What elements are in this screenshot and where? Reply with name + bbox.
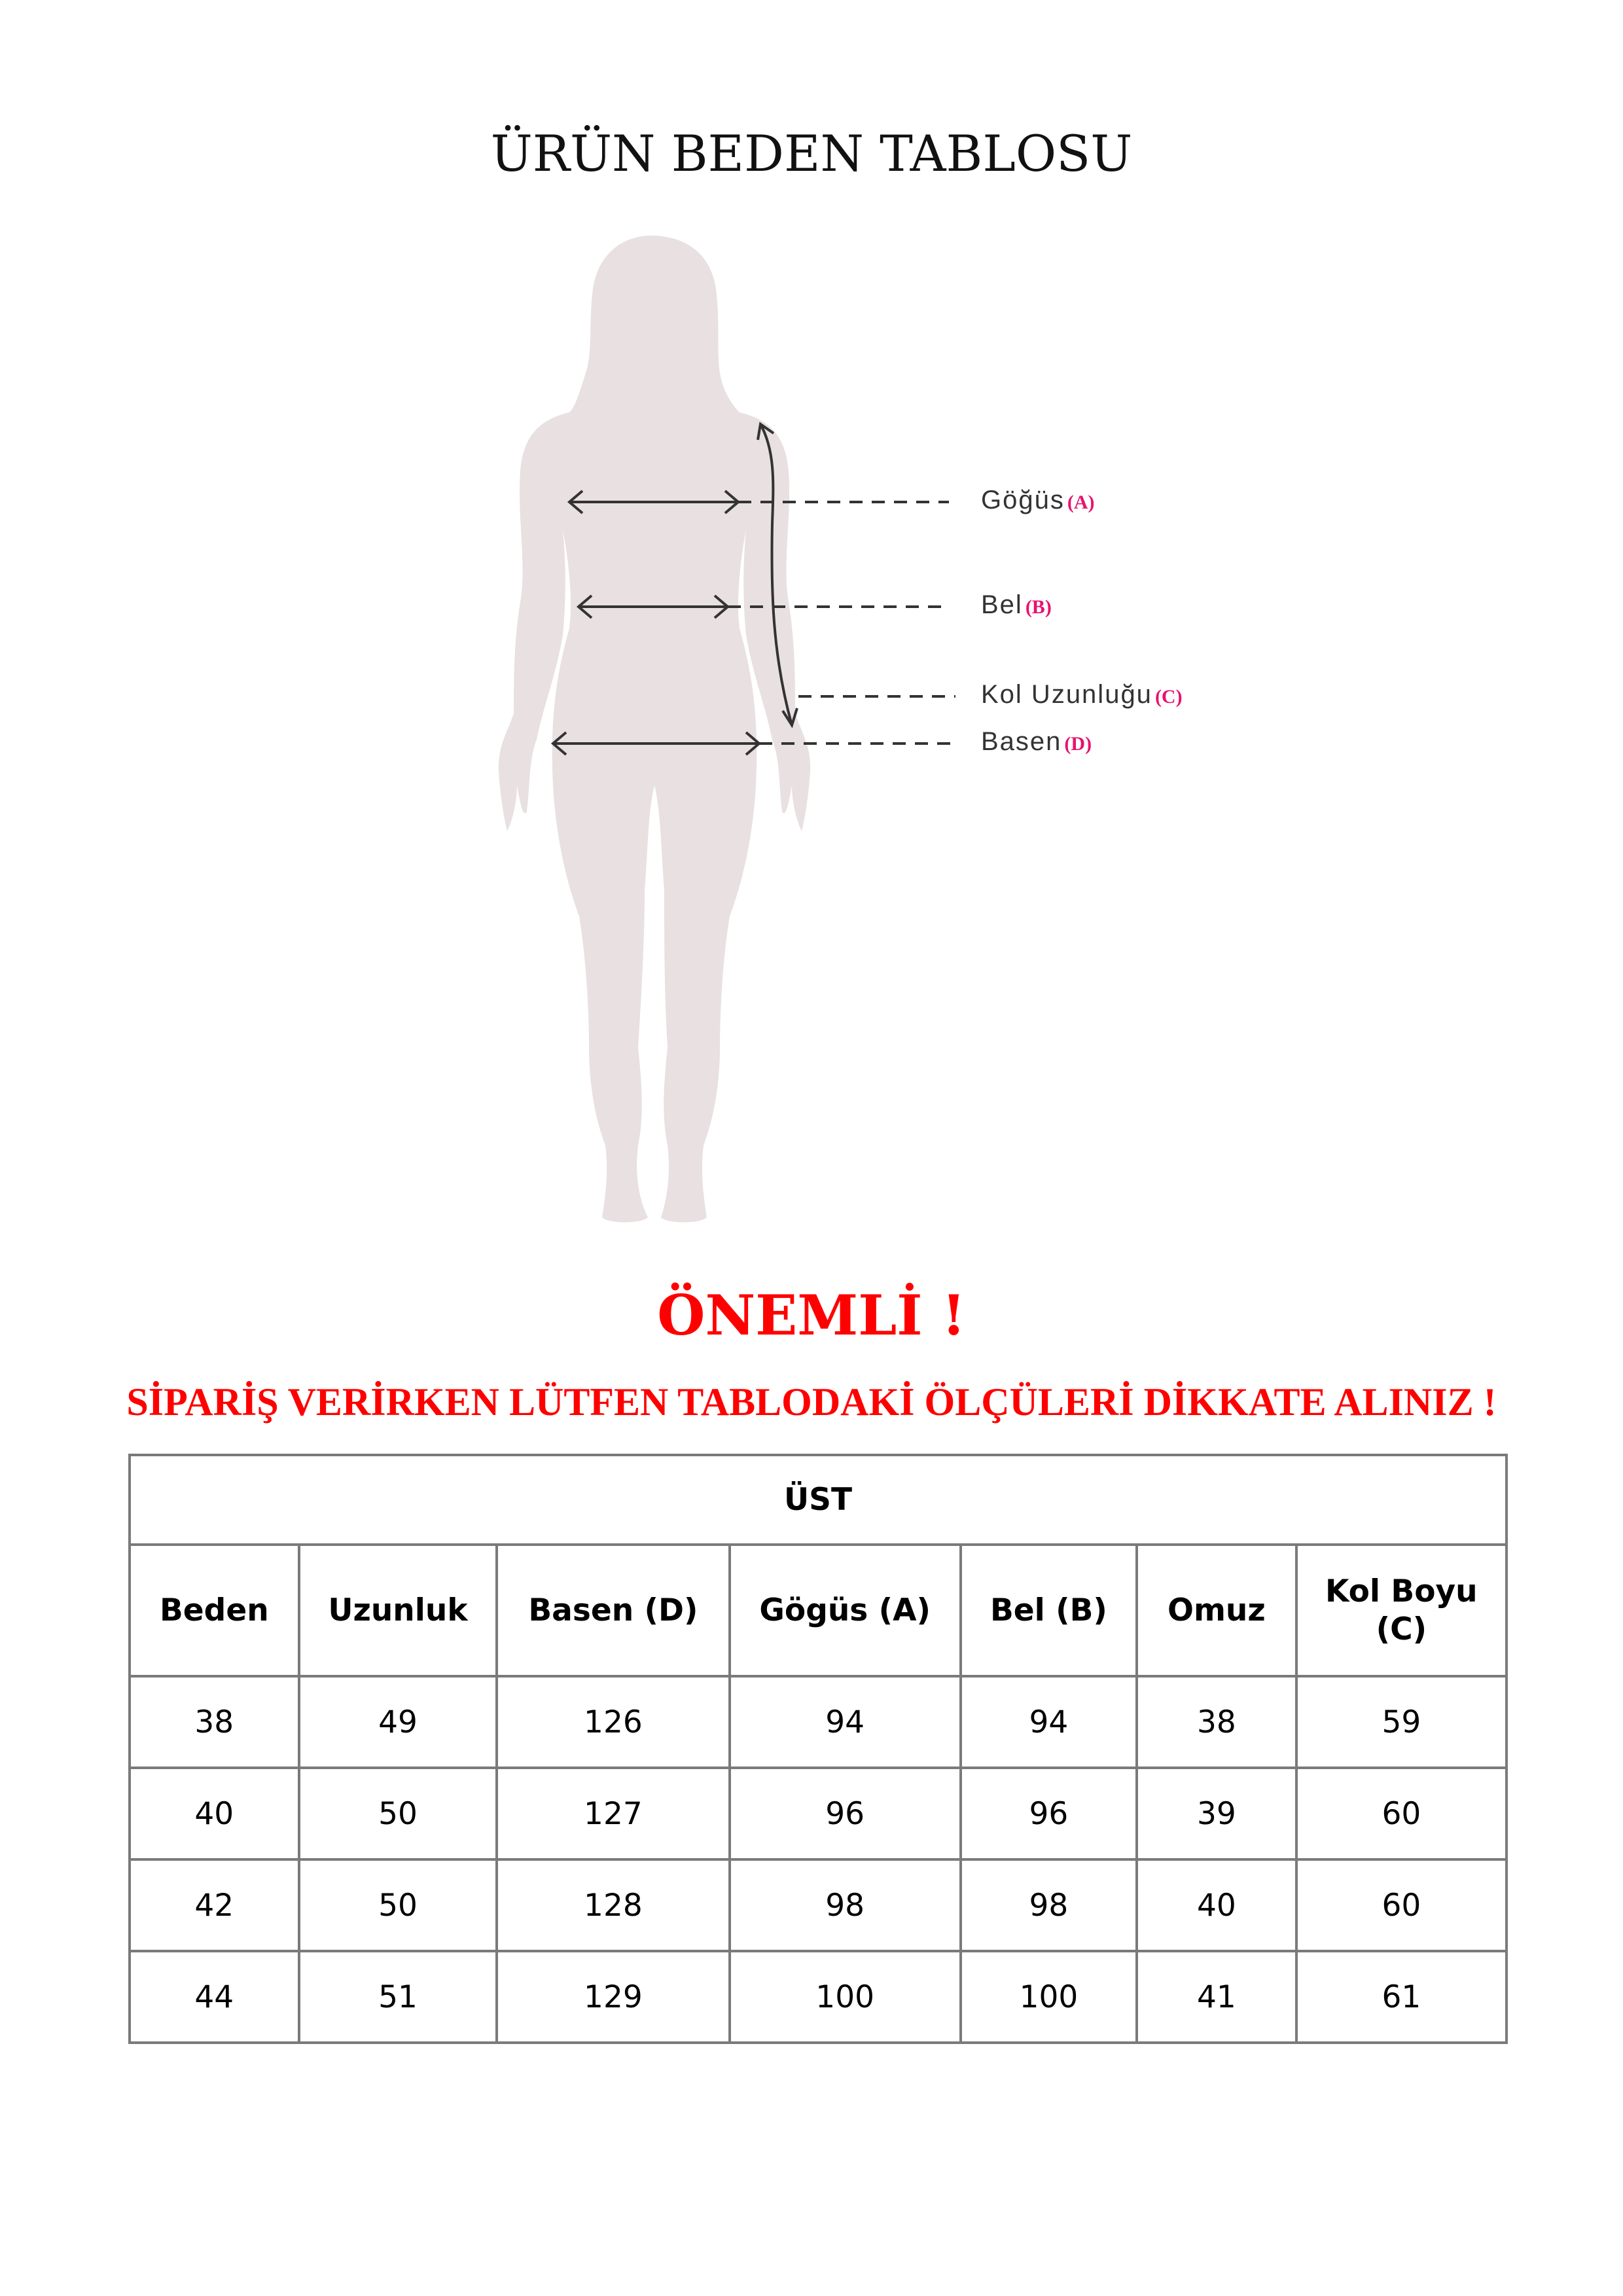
table-cell: 41 (1135, 1950, 1298, 2044)
label-code: (C) (1154, 686, 1183, 708)
table-cell: 50 (297, 1858, 499, 1952)
table-cell: 100 (959, 1950, 1139, 2044)
important-heading: ÖNEMLİ ! (657, 1283, 966, 1348)
table-row: 42 50 128 98 98 40 60 (128, 1858, 1508, 1952)
table-cell: 129 (495, 1950, 731, 2044)
table-row: 44 51 129 100 100 41 61 (128, 1950, 1508, 2044)
measurement-label-chest: Göğüs (A) (981, 486, 1095, 515)
table-cell: 61 (1294, 1950, 1508, 2044)
table-cell: 60 (1294, 1767, 1508, 1861)
measurement-label-sleeve: Kol Uzunluğu (C) (981, 680, 1183, 709)
column-header: Gögüs (A) (728, 1543, 962, 1677)
column-header: Bel (B) (959, 1543, 1139, 1677)
header-row: Beden Uzunluk Basen (D) Gögüs (A) Bel (B) Omu… (128, 1543, 1508, 1677)
label-text: Göğüs (981, 486, 1065, 514)
order-warning: SİPARİŞ VERİRKEN LÜTFEN TABLODAKİ ÖLÇÜLE… (126, 1380, 1497, 1424)
label-text: Basen (981, 727, 1062, 756)
label-code: (A) (1067, 492, 1095, 513)
column-header: Omuz (1135, 1543, 1298, 1677)
measurement-label-waist: Bel (B) (981, 590, 1052, 620)
table-cell: 98 (959, 1858, 1139, 1952)
table-row: 40 50 127 96 96 39 60 (128, 1767, 1508, 1861)
group-header: ÜST (128, 1454, 1508, 1546)
table-cell: 49 (297, 1675, 499, 1769)
table-cell: 98 (728, 1858, 962, 1952)
table-cell: 100 (728, 1950, 962, 2044)
column-header: Beden (128, 1543, 300, 1677)
column-header: Kol Boyu (C) (1294, 1543, 1508, 1677)
label-code: (D) (1064, 733, 1092, 755)
table-cell: 96 (959, 1767, 1139, 1861)
column-header: Basen (D) (495, 1543, 731, 1677)
label-text: Kol Uzunluğu (981, 680, 1152, 709)
body-silhouette-figure (498, 236, 955, 1223)
silhouette-shape (498, 236, 811, 1223)
table-cell: 40 (128, 1767, 300, 1861)
table-cell: 126 (495, 1675, 731, 1769)
table-cell: 44 (128, 1950, 300, 2044)
table-cell: 128 (495, 1858, 731, 1952)
table-cell: 60 (1294, 1858, 1508, 1952)
table-cell: 94 (728, 1675, 962, 1769)
measurement-lines (550, 422, 955, 756)
size-table: ÜST Beden Uzunluk Basen (D) Gögüs (A) Bel (B… (128, 1454, 1508, 2044)
label-code: (B) (1025, 596, 1052, 618)
page-title: ÜRÜN BEDEN TABLOSU (490, 124, 1133, 183)
measurement-label-hip: Basen (D) (981, 727, 1092, 757)
table-cell: 94 (959, 1675, 1139, 1769)
table-cell: 39 (1135, 1767, 1298, 1861)
column-header: Uzunluk (297, 1543, 499, 1677)
table-cell: 38 (128, 1675, 300, 1769)
label-text: Bel (981, 590, 1023, 619)
table-row: 38 49 126 94 94 38 59 (128, 1675, 1508, 1769)
table-cell: 51 (297, 1950, 499, 2044)
table-cell: 127 (495, 1767, 731, 1861)
table-cell: 38 (1135, 1675, 1298, 1769)
table-cell: 50 (297, 1767, 499, 1861)
table-cell: 96 (728, 1767, 962, 1861)
table-cell: 59 (1294, 1675, 1508, 1769)
table-cell: 40 (1135, 1858, 1298, 1952)
table-cell: 42 (128, 1858, 300, 1952)
